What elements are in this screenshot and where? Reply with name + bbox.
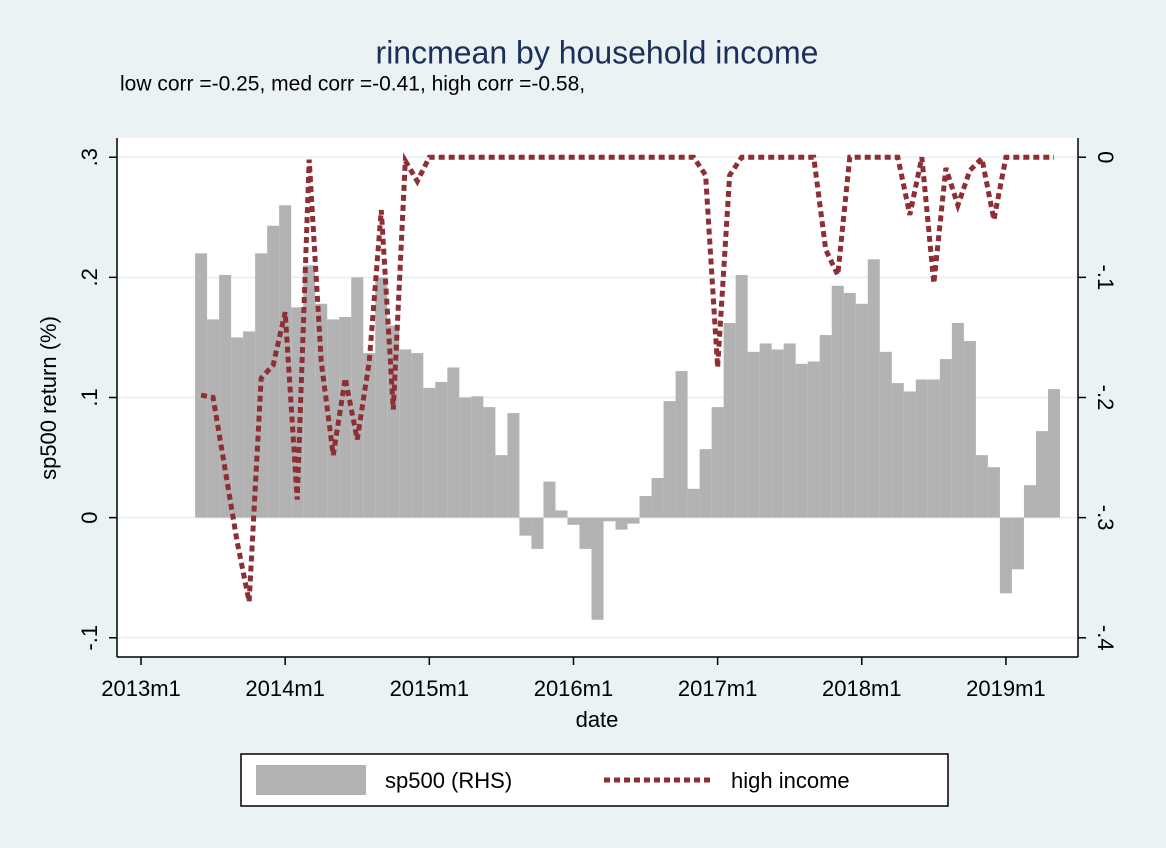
bar bbox=[867, 259, 880, 518]
chart-title: rincmean by household income bbox=[376, 34, 819, 70]
y2-tick-label: 0 bbox=[1093, 151, 1118, 163]
y2-tick-label: -.2 bbox=[1093, 385, 1118, 411]
bar bbox=[915, 379, 928, 518]
bar bbox=[879, 351, 892, 518]
bar bbox=[339, 317, 352, 518]
legend-label: high income bbox=[731, 768, 850, 793]
x-tick-label: 2016m1 bbox=[534, 676, 614, 701]
bar bbox=[567, 517, 580, 525]
line bbox=[200, 152, 1054, 603]
bar bbox=[579, 517, 592, 549]
x-tick-label: 2013m1 bbox=[101, 676, 181, 701]
bar bbox=[843, 292, 856, 518]
bar bbox=[471, 396, 484, 518]
bar bbox=[795, 363, 808, 518]
bar bbox=[495, 455, 508, 518]
bar bbox=[279, 205, 292, 518]
chart-subtitle: low corr =-0.25, med corr =-0.41, high c… bbox=[120, 73, 585, 96]
bar bbox=[855, 303, 868, 518]
bar bbox=[615, 517, 628, 530]
bar bbox=[207, 319, 220, 518]
legend-swatch bbox=[256, 765, 366, 795]
bar bbox=[411, 353, 424, 518]
bar bbox=[375, 277, 388, 518]
bar bbox=[519, 517, 532, 536]
y-axis-title: sp500 return (%) bbox=[36, 316, 61, 480]
bar bbox=[231, 337, 244, 518]
bar bbox=[711, 407, 724, 518]
y-tick-label: .3 bbox=[77, 148, 102, 166]
bar bbox=[627, 517, 640, 524]
legend-label: sp500 (RHS) bbox=[385, 768, 512, 793]
bar bbox=[423, 387, 436, 518]
bar bbox=[759, 343, 772, 518]
bar bbox=[807, 361, 820, 518]
bar bbox=[747, 351, 760, 518]
bar bbox=[327, 319, 340, 518]
y-tick-label: -.1 bbox=[77, 625, 102, 651]
x-tick-label: 2018m1 bbox=[822, 676, 902, 701]
bar bbox=[903, 391, 916, 518]
bar bbox=[267, 225, 280, 518]
bar bbox=[447, 367, 460, 518]
x-tick-label: 2019m1 bbox=[966, 676, 1046, 701]
bar bbox=[675, 371, 688, 518]
bar bbox=[723, 323, 736, 518]
bar bbox=[987, 467, 1000, 518]
bar bbox=[1035, 431, 1048, 518]
bar bbox=[999, 517, 1012, 594]
y2-tick-label: -.3 bbox=[1093, 505, 1118, 531]
bar bbox=[399, 349, 412, 518]
bar bbox=[1011, 517, 1024, 570]
y-tick-label: 0 bbox=[77, 512, 102, 524]
bar bbox=[351, 277, 364, 518]
bar bbox=[591, 517, 604, 620]
bar bbox=[243, 331, 256, 518]
bar bbox=[555, 510, 568, 518]
bar bbox=[363, 353, 376, 518]
bar bbox=[1047, 389, 1060, 518]
bar bbox=[831, 285, 844, 518]
bar bbox=[483, 407, 496, 518]
bar bbox=[687, 488, 700, 518]
bar bbox=[771, 349, 784, 518]
y2-tick-label: -.4 bbox=[1093, 625, 1118, 651]
x-tick-label: 2014m1 bbox=[245, 676, 325, 701]
bar bbox=[927, 379, 940, 518]
x-axis-title: date bbox=[576, 707, 619, 732]
y2-tick-label: -.1 bbox=[1093, 265, 1118, 291]
bar bbox=[303, 265, 316, 518]
bar bbox=[951, 323, 964, 518]
x-tick-label: 2017m1 bbox=[678, 676, 758, 701]
bar bbox=[1023, 485, 1036, 518]
bar bbox=[699, 449, 712, 518]
bar bbox=[507, 413, 520, 518]
bar bbox=[735, 274, 748, 518]
bar bbox=[459, 397, 472, 518]
bar bbox=[819, 335, 832, 518]
bar bbox=[783, 343, 796, 518]
y-tick-label: .1 bbox=[77, 388, 102, 406]
bar bbox=[891, 383, 904, 518]
bar bbox=[975, 455, 988, 518]
bar bbox=[639, 496, 652, 518]
bar bbox=[315, 303, 328, 518]
bar bbox=[651, 477, 664, 518]
bar bbox=[963, 341, 976, 518]
bar bbox=[939, 359, 952, 518]
bar bbox=[663, 401, 676, 518]
bar bbox=[219, 274, 232, 518]
y-tick-label: .2 bbox=[77, 268, 102, 286]
bar bbox=[195, 253, 208, 518]
bar bbox=[603, 517, 616, 522]
bar bbox=[531, 517, 544, 549]
x-tick-label: 2015m1 bbox=[390, 676, 470, 701]
bar bbox=[543, 481, 556, 518]
bar bbox=[435, 381, 448, 518]
